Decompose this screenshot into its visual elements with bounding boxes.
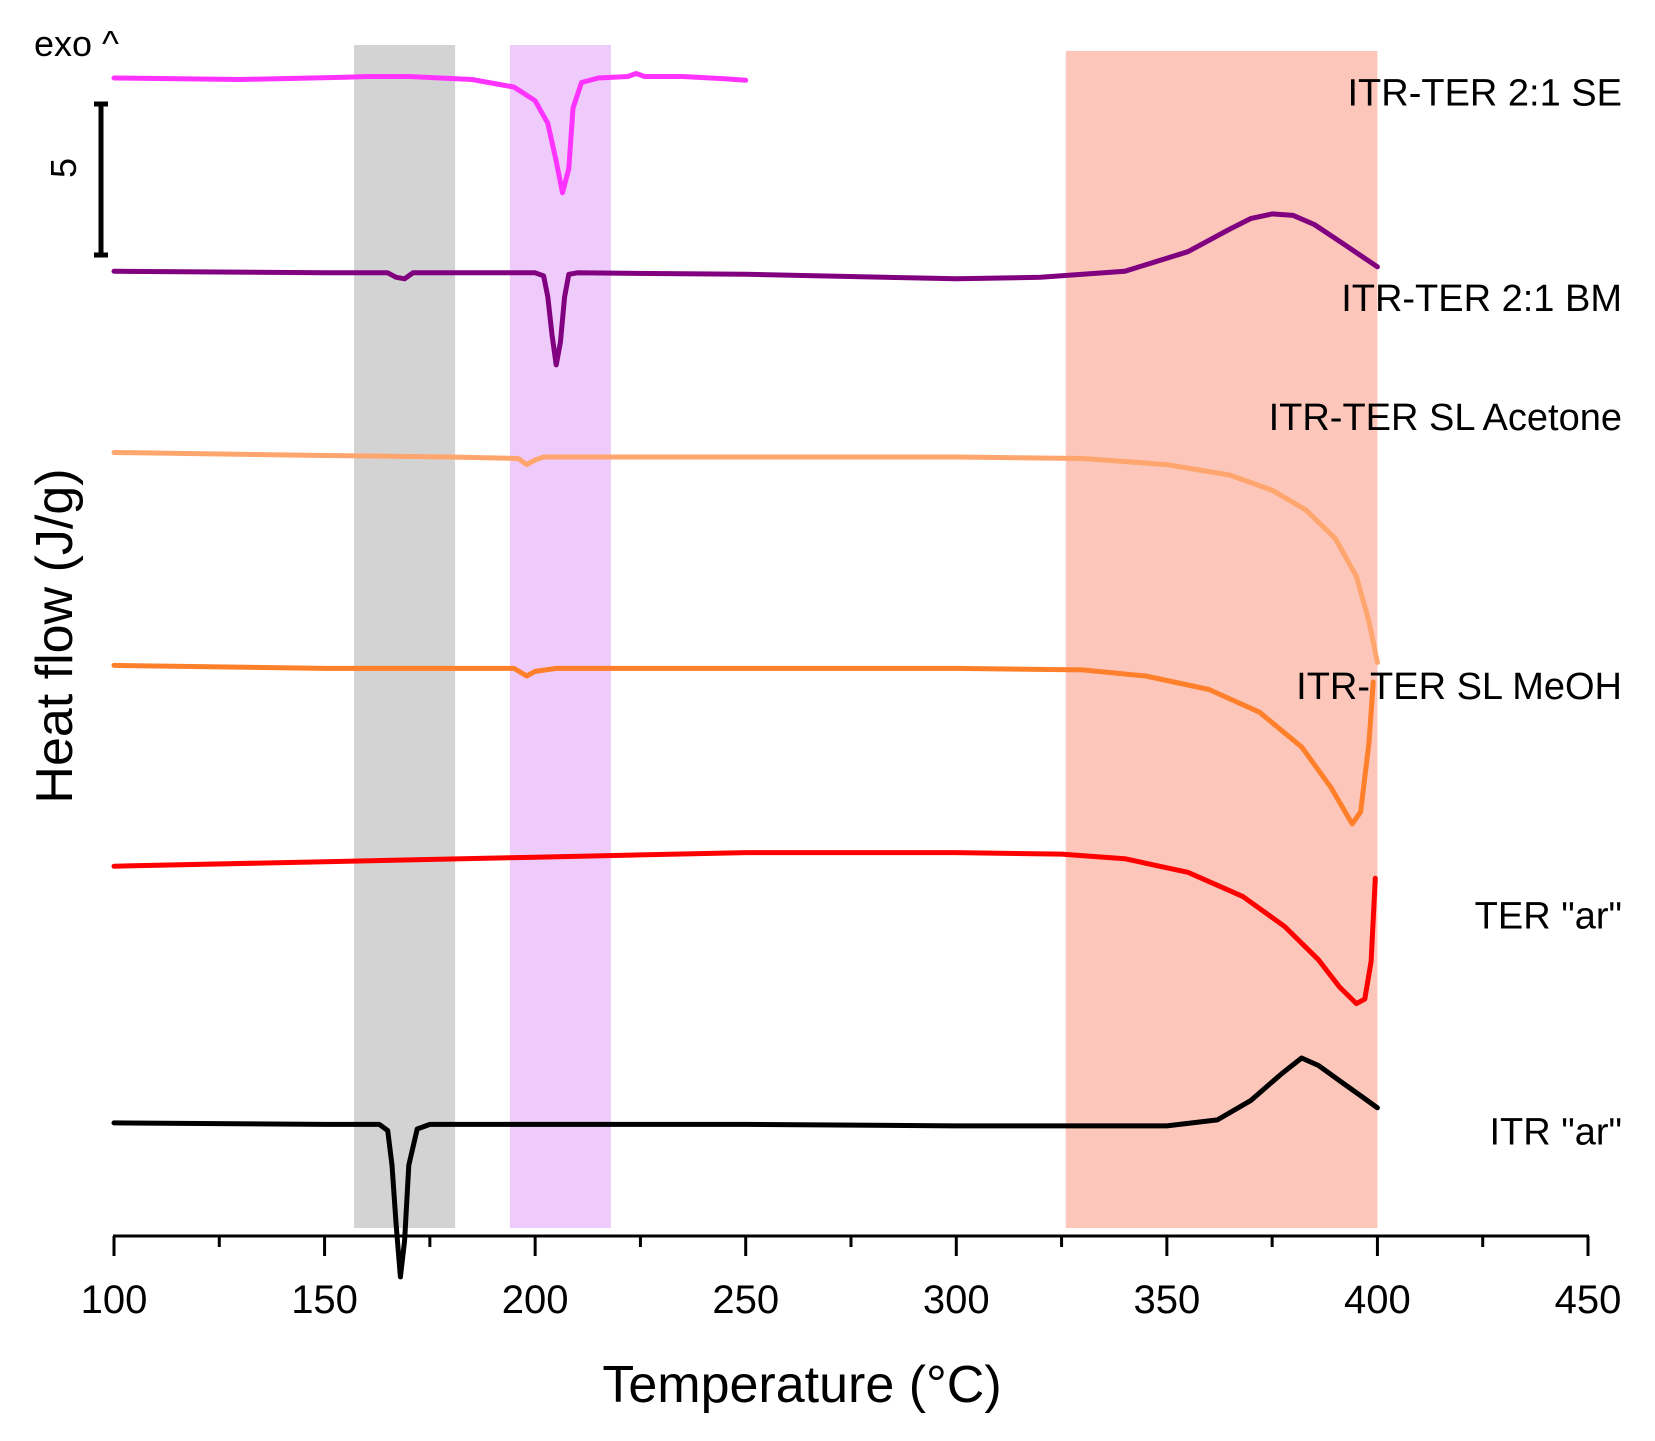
x-tick-label-450: 450 [1555, 1278, 1622, 1322]
x-axis-label: Temperature (°C) [602, 1356, 1001, 1414]
salmon-band [1065, 51, 1378, 1228]
x-tick-label-100: 100 [81, 1278, 148, 1322]
x-tick-label-150: 150 [291, 1278, 358, 1322]
grey-band [354, 45, 456, 1228]
shaded-regions [354, 45, 1378, 1228]
exo-label: exo ^ [34, 23, 119, 64]
series-label-1: ITR-TER 2:1 BM [1341, 278, 1622, 320]
series-layer [111, 71, 1380, 1280]
series-line-0 [111, 71, 749, 196]
x-tick-label-250: 250 [712, 1278, 779, 1322]
scale-bar: 5 [43, 101, 108, 258]
series-label-0: ITR-TER 2:1 SE [1348, 73, 1623, 115]
series-line-2 [111, 450, 1380, 665]
y-axis-label: Heat flow (J/g) [26, 468, 84, 803]
x-tick-label-350: 350 [1133, 1278, 1200, 1322]
series-line-3 [111, 662, 1376, 827]
series-labels: ITR-TER 2:1 SE ITR-TER 2:1 BM ITR-TER SL A… [1269, 73, 1622, 1154]
series-line-1 [111, 211, 1380, 368]
x-axis: 100 150 200 250 300 350 400 450 [81, 1234, 1622, 1322]
x-tick-label-400: 400 [1344, 1278, 1411, 1322]
x-tick-label-300: 300 [923, 1278, 990, 1322]
series-label-3: ITR-TER SL MeOH [1296, 666, 1622, 708]
series-line-5 [111, 1055, 1380, 1280]
x-tick-label-200: 200 [502, 1278, 569, 1322]
series-label-4: TER "ar" [1475, 896, 1622, 938]
scale-bar-label: 5 [43, 158, 84, 178]
x-ticks: 100 150 200 250 300 350 400 450 [81, 1236, 1622, 1322]
violet-band [509, 45, 611, 1228]
series-label-2: ITR-TER SL Acetone [1269, 397, 1622, 439]
series-label-5: ITR "ar" [1489, 1111, 1622, 1153]
series-line-4 [111, 850, 1378, 1007]
